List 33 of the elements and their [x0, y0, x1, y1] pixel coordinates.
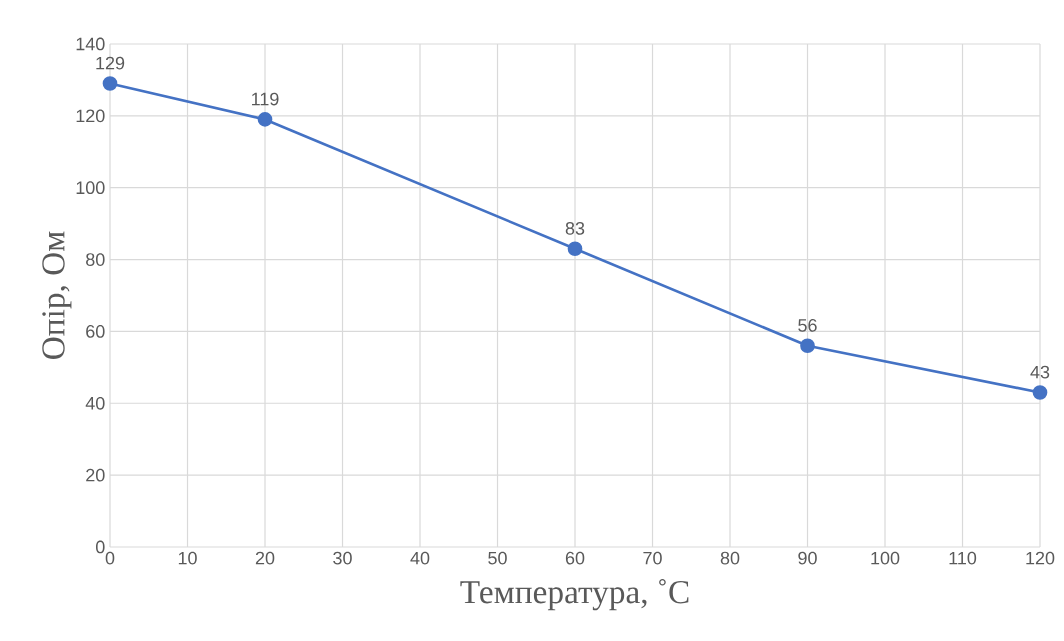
- x-tick-label: 80: [720, 551, 740, 565]
- x-tick-label: 100: [871, 551, 900, 565]
- x-tick-label: 90: [798, 551, 817, 565]
- x-tick-label: 60: [565, 551, 585, 565]
- x-tick-label: 20: [255, 551, 275, 565]
- x-tick-label: 70: [643, 551, 662, 565]
- data-label: 129: [96, 56, 125, 70]
- data-label: 56: [798, 319, 817, 332]
- y-axis-title: Опір, Ом: [42, 231, 72, 359]
- y-tick-label: 20: [86, 468, 105, 482]
- x-tick-label: 0: [105, 551, 115, 565]
- x-axis-title: Температура, ˚C: [460, 578, 689, 611]
- point: [102, 76, 118, 91]
- y-tick-label: 60: [86, 325, 105, 338]
- y-tick-label: 140: [76, 37, 105, 51]
- data-label: 119: [252, 92, 279, 106]
- y-tick-label: 80: [86, 253, 105, 266]
- data-label: 83: [565, 221, 585, 235]
- y-tick-label: 0: [96, 540, 105, 554]
- y-tick-label: 120: [76, 109, 105, 123]
- y-tick-label: 40: [85, 396, 105, 410]
- x-tick-label: 50: [488, 551, 507, 565]
- x-tick-label: 120: [1026, 551, 1055, 565]
- point: [257, 112, 273, 127]
- point: [567, 241, 583, 257]
- point: [800, 338, 815, 354]
- point: [1032, 385, 1048, 400]
- x-tick-label: 10: [178, 551, 197, 565]
- x-tick-label: 110: [949, 551, 977, 565]
- data-label: 43: [1030, 365, 1050, 379]
- x-tick-label: 30: [333, 551, 352, 565]
- x-tick-label: 40: [410, 551, 430, 565]
- y-tick-label: 100: [76, 181, 105, 195]
